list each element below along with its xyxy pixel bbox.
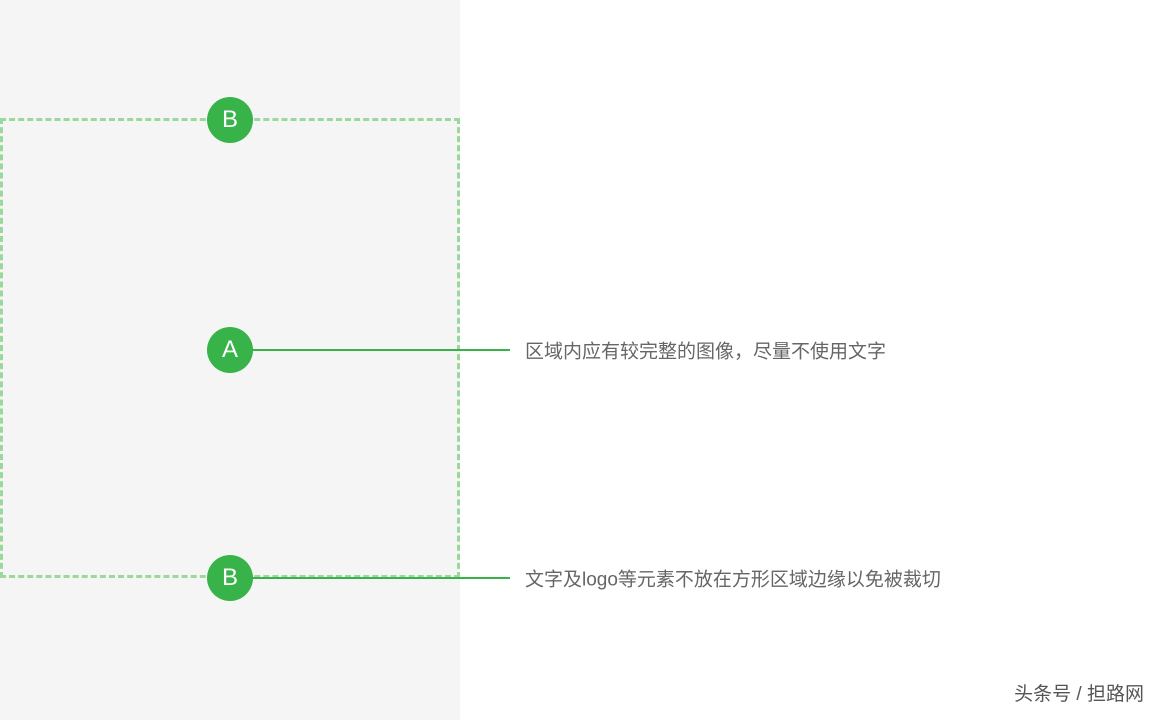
badge-label: A [222,336,238,364]
watermark: 头条号 / 担路网 [1014,679,1144,706]
badge-label: B [222,564,238,592]
badge-b-bottom: B [207,555,253,601]
watermark-text: 头条号 / 担路网 [1014,684,1144,705]
connector-b [253,577,510,579]
annotation-b: 文字及logo等元素不放在方形区域边缘以免被裁切 [525,565,941,592]
annotation-a: 区域内应有较完整的图像，尽量不使用文字 [525,337,886,364]
badge-label: B [222,106,238,134]
connector-a [253,349,510,351]
badge-a: A [207,327,253,373]
annotation-text: 文字及logo等元素不放在方形区域边缘以免被裁切 [525,570,941,591]
badge-b-top: B [207,97,253,143]
annotation-text: 区域内应有较完整的图像，尽量不使用文字 [525,342,886,363]
